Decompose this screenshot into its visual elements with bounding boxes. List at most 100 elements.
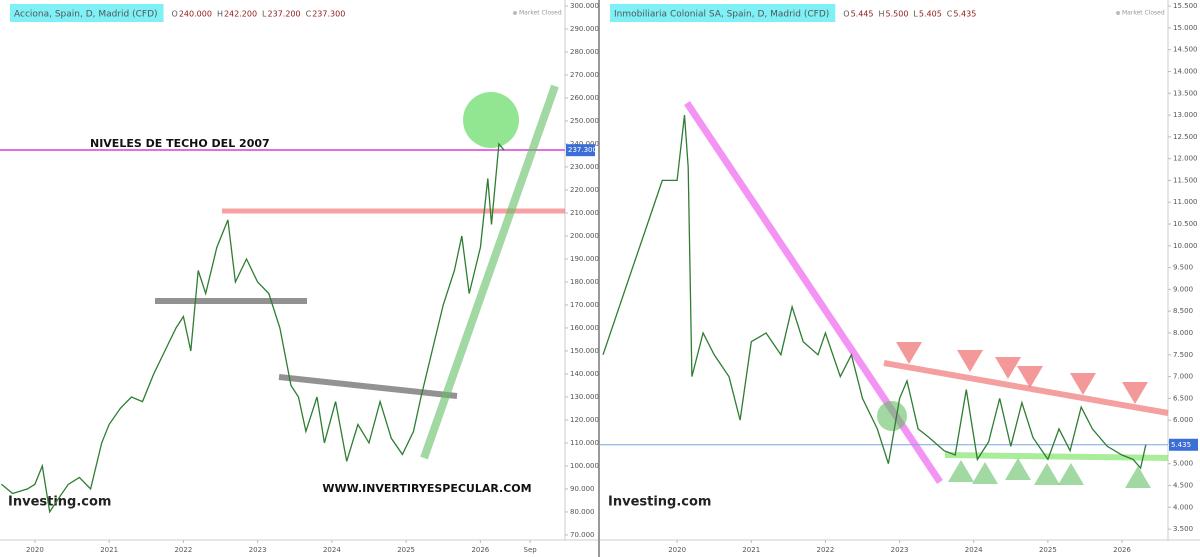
x-tick-label: 2020 (26, 546, 44, 554)
y-tick-label: 6.500 (1173, 394, 1193, 402)
title-background (610, 4, 836, 22)
y-tick-label: 12.000 (1173, 155, 1198, 163)
x-tick-label: 2024 (965, 546, 983, 554)
ohlc-value: 240.000 (179, 10, 212, 19)
up-triangle (1034, 463, 1060, 485)
y-tick-label: 8.000 (1173, 329, 1193, 337)
ohlc-key: L (262, 10, 267, 19)
y-tick-label: 11.000 (1173, 198, 1198, 206)
y-tick-label: 100.000 (570, 462, 599, 470)
ohlc-key: L (913, 10, 918, 19)
y-tick-label: 11.500 (1173, 176, 1198, 184)
y-tick-label: 14.000 (1173, 67, 1198, 75)
ohlc-value: 237.200 (268, 10, 301, 19)
support-line (944, 452, 1169, 461)
y-tick-label: 5.000 (1173, 460, 1193, 468)
y-tick-label: 9.000 (1173, 285, 1193, 293)
last-price-label: 5.435 (1171, 441, 1191, 449)
price-line (1, 142, 505, 514)
ohlc-value: 242.200 (224, 10, 257, 19)
ohlc-value: 5.500 (886, 10, 909, 19)
ohlc-key: O (843, 10, 849, 19)
y-tick-label: 70.000 (570, 531, 595, 539)
y-tick-label: 220.000 (570, 186, 599, 194)
plot-area (1, 142, 505, 514)
last-price-label: 237.300 (568, 146, 597, 154)
x-tick-label: 2020 (668, 546, 686, 554)
y-tick-label: 300.000 (570, 2, 599, 10)
y-tick-label: 15.000 (1173, 24, 1198, 32)
ohlc-key: H (878, 10, 884, 19)
annotations (0, 84, 1169, 488)
ohlc-value: 5.435 (953, 10, 976, 19)
up-triangle (948, 460, 974, 482)
x-tick-label: 2026 (471, 546, 489, 554)
y-tick-label: 110.000 (570, 439, 599, 447)
y-tick-label: 4.000 (1173, 503, 1193, 511)
status-dot (1116, 11, 1120, 15)
y-tick-label: 10.500 (1173, 220, 1198, 228)
ohlc-key: H (217, 10, 223, 19)
ohlc-value: 5.445 (851, 10, 874, 19)
y-tick-label: 150.000 (570, 347, 599, 355)
down-triangle (1017, 366, 1043, 388)
up-triangle (1005, 458, 1031, 480)
y-tick-label: 270.000 (570, 71, 599, 79)
y-tick-label: 180.000 (570, 278, 599, 286)
chart-title: Acciona, Spain, D, Madrid (CFD) (14, 10, 158, 20)
ohlc-value: 237.300 (312, 10, 345, 19)
up-markers (948, 458, 1151, 488)
y-tick-label: 190.000 (570, 255, 599, 263)
y-tick-label: 140.000 (570, 370, 599, 378)
y-tick-label: 200.000 (570, 232, 599, 240)
watermark: WWW.INVERTIRYESPECULAR.COM (322, 482, 531, 495)
y-tick-label: 130.000 (570, 393, 599, 401)
ohlc-key: C (947, 10, 953, 19)
y-tick-label: 250.000 (570, 117, 599, 125)
y-tick-label: 280.000 (570, 48, 599, 56)
x-tick-label: 2022 (174, 546, 192, 554)
price-line (602, 115, 1147, 470)
y-tick-label: 14.500 (1173, 46, 1198, 54)
y-tick-label: 4.500 (1173, 482, 1193, 490)
x-tick-label: 2022 (817, 546, 835, 554)
x-tick-label: 2021 (100, 546, 118, 554)
up-triangle (1125, 466, 1151, 488)
ohlc-value: 5.405 (919, 10, 942, 19)
y-tick-label: 210.000 (570, 209, 599, 217)
y-tick-label: 15.500 (1173, 2, 1198, 10)
neckline (278, 374, 458, 399)
last-price-box (1169, 438, 1198, 451)
ohlc-key: C (306, 10, 312, 19)
x-tick-label: 2026 (1113, 546, 1131, 554)
x-tick-label: 2023 (891, 546, 909, 554)
y-tick-label: 80.000 (570, 508, 595, 516)
y-tick-label: 9.500 (1173, 264, 1193, 272)
x-tick-label: 2023 (249, 546, 267, 554)
logo: Investing.com (8, 495, 111, 510)
y-tick-label: 120.000 (570, 416, 599, 424)
down-triangle (957, 350, 983, 372)
y-tick-label: 12.500 (1173, 133, 1198, 141)
y-tick-label: 13.000 (1173, 111, 1198, 119)
y-tick-label: 240.000 (570, 140, 599, 148)
chart-title: Inmobiliaria Colonial SA, Spain, D, Madr… (614, 10, 829, 20)
market-status: Market Closed (1122, 10, 1165, 17)
y-tick-label: 160.000 (570, 324, 599, 332)
logo: Investing.com (608, 495, 711, 510)
down-triangle (896, 342, 922, 364)
y-tick-label: 7.000 (1173, 373, 1193, 381)
trend-line (420, 84, 559, 460)
y-tick-label: 10.000 (1173, 242, 1198, 250)
y-tick-label: 230.000 (570, 163, 599, 171)
y-tick-label: 90.000 (570, 485, 595, 493)
down-markers (896, 342, 1148, 404)
last-price-box (566, 144, 595, 157)
x-tick-label: 2021 (742, 546, 760, 554)
x-tick-label: 2024 (323, 546, 341, 554)
plot-area (600, 115, 1168, 470)
market-status: Market Closed (519, 10, 562, 17)
y-tick-label: 6.000 (1173, 416, 1193, 424)
y-tick-label: 8.500 (1173, 307, 1193, 315)
